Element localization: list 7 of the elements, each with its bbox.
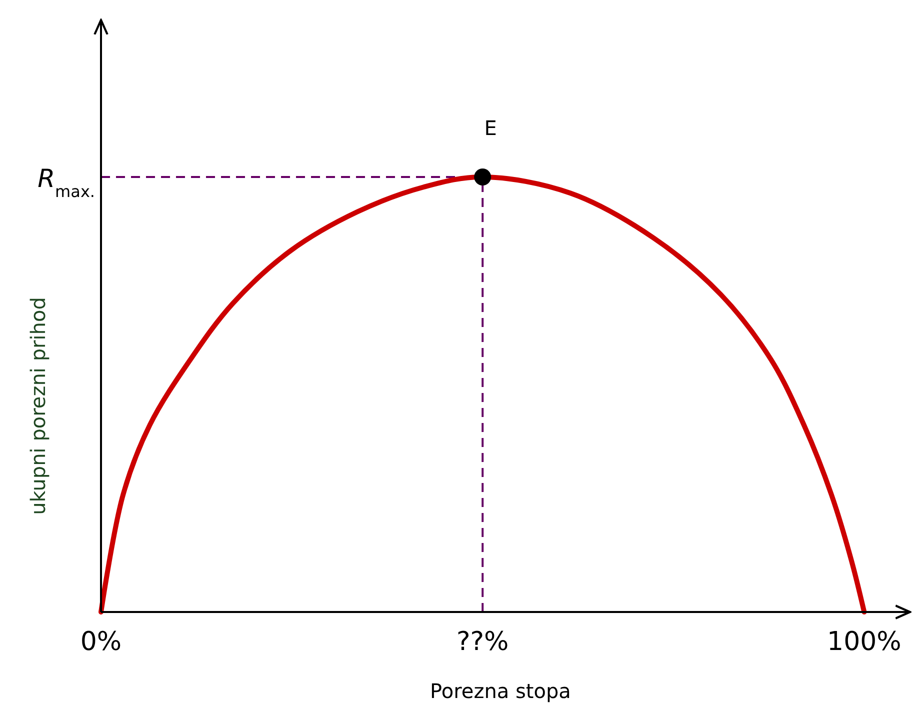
x-axis-title: Porezna stopa	[430, 679, 571, 703]
ref-line-label: R$_{max.}$	[38, 164, 95, 200]
annotation: E	[484, 116, 497, 140]
x-tick-label: 100%	[827, 627, 902, 657]
x-tick-label: 0%	[80, 627, 122, 657]
y-axis-title: ukupni porezni prihod	[26, 297, 50, 515]
x-tick-label: ??%	[456, 627, 509, 657]
